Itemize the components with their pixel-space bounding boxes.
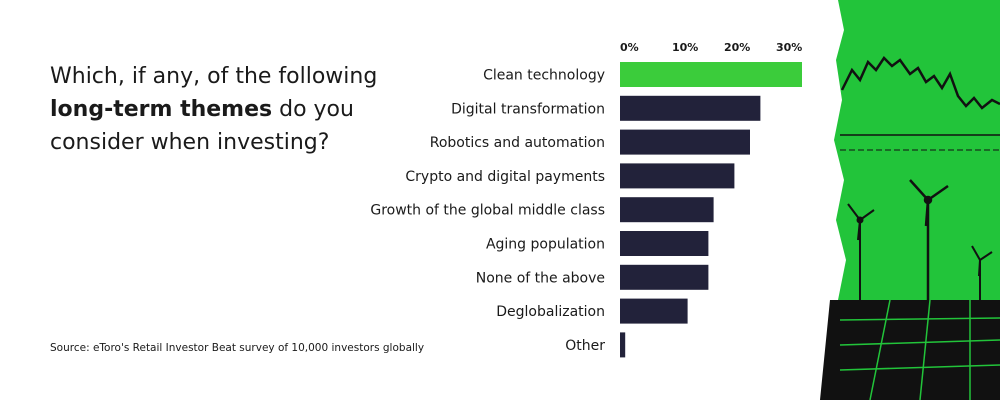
x-tick-label: 10%: [672, 41, 698, 54]
category-label: Crypto and digital payments: [405, 169, 605, 185]
question-text-emphasis: long-term themes: [50, 97, 273, 122]
bar: [620, 231, 709, 256]
question-text-part2: do you consider when investing?: [50, 97, 354, 155]
source-note: Source: eToro's Retail Investor Beat sur…: [50, 342, 425, 354]
x-tick-label: 30%: [776, 41, 802, 54]
category-label: None of the above: [476, 270, 605, 286]
question-text-part1: Which, if any, of the following: [50, 64, 378, 89]
wind-turbines-solar-panels-illustration: [820, 0, 1000, 400]
bar: [620, 95, 761, 121]
category-label: Robotics and automation: [430, 135, 605, 151]
bar: [620, 62, 802, 87]
skyline-line: [840, 56, 1000, 110]
bar: [620, 298, 688, 324]
solar-panels-icon: [820, 300, 1000, 400]
bar: [620, 332, 626, 358]
solar-panel-grid: [839, 299, 1000, 400]
category-label: Clean technology: [483, 68, 605, 84]
wind-turbine-icon: [971, 245, 993, 305]
wind-turbine-icon: [909, 179, 949, 300]
bar: [620, 264, 709, 290]
category-label: Growth of the global middle class: [370, 203, 605, 219]
bar: [620, 129, 750, 155]
bar-chart: 0% 10% 20% 30% Clean technology Digital trans…: [370, 41, 802, 358]
bar: [620, 163, 735, 189]
category-label: Aging population: [486, 237, 605, 253]
x-tick-label: 20%: [724, 41, 750, 54]
x-tick-label: 0%: [620, 41, 639, 54]
category-label: Digital transformation: [451, 101, 605, 117]
bar: [620, 197, 714, 223]
survey-question: Which, if any, of the following long-ter…: [50, 60, 410, 159]
category-label: Other: [565, 338, 605, 354]
wind-turbine-icon: [847, 203, 875, 300]
category-label: Deglobalization: [496, 304, 605, 320]
